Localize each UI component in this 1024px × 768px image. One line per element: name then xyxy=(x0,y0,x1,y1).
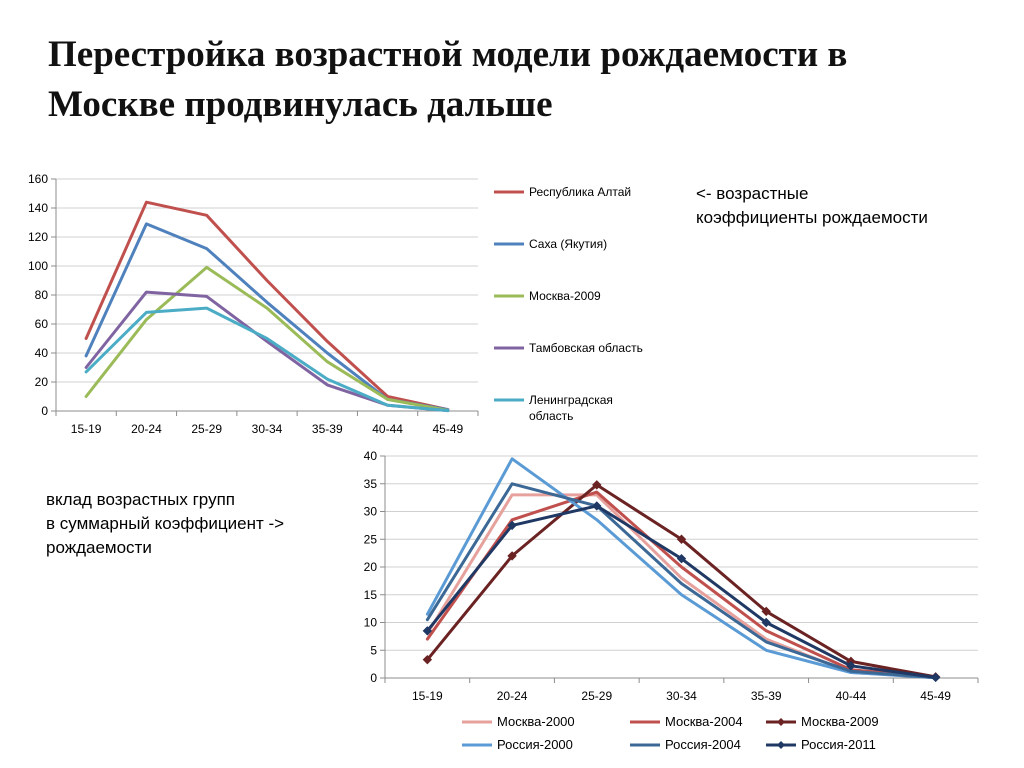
legend-label: Москва-2004 xyxy=(665,714,743,729)
legend-label: Москва-2000 xyxy=(497,714,575,729)
x-tick-label: 20-24 xyxy=(497,689,528,703)
series-line xyxy=(425,483,938,679)
note-line: <- возрастные xyxy=(696,184,809,203)
legend-marker xyxy=(777,718,785,726)
x-tick-label: 30-34 xyxy=(252,422,283,436)
legend-item: Ленинградская область xyxy=(494,393,613,423)
legend: Москва-2000 Москва-2004 Москва-2009 Россия-… xyxy=(462,714,879,752)
y-tick-label: 35 xyxy=(364,477,378,491)
y-tick-label: 0 xyxy=(41,404,48,418)
legend-label: Москва-2009 xyxy=(529,289,601,303)
data-point xyxy=(507,551,517,561)
legend-item: Москва-2004 xyxy=(630,714,743,729)
legend-item: Республика Алтай xyxy=(494,185,631,199)
line-chart-1: 0 20 40 60 80 100 120 140 160 15-19 20-24 25-29 30-3… xyxy=(28,172,643,436)
x-tick-label: 45-49 xyxy=(920,689,951,703)
series-line xyxy=(84,306,450,413)
x-tick-label: 30-34 xyxy=(666,689,697,703)
slide-title-line-2: Москве продвинулась дальше xyxy=(48,84,553,125)
series-line xyxy=(84,200,450,412)
note-line: коэффициенты рождаемости xyxy=(696,208,928,227)
y-tick-label: 20 xyxy=(35,375,49,389)
legend-item: Россия-2000 xyxy=(462,737,573,752)
x-tick-label: 25-29 xyxy=(581,689,612,703)
note-age-coefficients: <- возрастные коэффициенты рождаемости xyxy=(696,182,928,230)
legend-item: Россия-2011 xyxy=(766,737,876,752)
legend-label: Москва-2009 xyxy=(801,714,879,729)
x-tick-label: 35-39 xyxy=(751,689,782,703)
legend-label: Ленинградская область xyxy=(529,393,613,423)
data-point xyxy=(676,534,687,544)
legend-item: Тамбовская область xyxy=(494,341,643,355)
x-tick-label: 15-19 xyxy=(412,689,443,703)
x-tick-label: 20-24 xyxy=(131,422,162,436)
x-tick-label: 25-29 xyxy=(191,422,222,436)
data-point xyxy=(422,654,433,665)
y-tick-label: 0 xyxy=(370,671,377,685)
data-point xyxy=(846,661,856,671)
data-point xyxy=(761,606,771,617)
legend: Республика Алтай Саха (Якутия) Москва-2009… xyxy=(494,185,643,423)
x-tick-label: 40-44 xyxy=(372,422,403,436)
y-tick-label: 10 xyxy=(364,616,378,630)
legend-label: Россия-2004 xyxy=(665,737,741,752)
legend-label: Саха (Якутия) xyxy=(529,237,607,251)
y-tick-label: 100 xyxy=(28,259,48,273)
legend-marker xyxy=(777,741,785,749)
y-tick-label: 120 xyxy=(28,230,48,244)
note-age-contribution: вклад возрастных групп в суммарный коэфф… xyxy=(46,488,284,560)
legend-item: Москва-2000 xyxy=(462,714,575,729)
y-tick-label: 60 xyxy=(35,317,49,331)
series-line xyxy=(425,482,938,680)
data-point xyxy=(592,501,602,511)
y-tick-label: 140 xyxy=(28,201,48,215)
y-tick-label: 30 xyxy=(364,505,378,519)
legend-label: Республика Алтай xyxy=(529,185,631,199)
y-tick-label: 80 xyxy=(35,288,49,302)
slide-title-line-1: Перестройка возрастной модели рождаемост… xyxy=(48,34,848,75)
legend-item: Саха (Якутия) xyxy=(494,237,607,251)
legend-label: Тамбовская область xyxy=(529,341,643,355)
series-line xyxy=(84,265,450,412)
note-line: рождаемости xyxy=(46,538,152,557)
data-point xyxy=(676,553,687,564)
data-point xyxy=(507,520,517,531)
y-tick-label: 40 xyxy=(35,346,49,360)
legend-item: Москва-2009 xyxy=(494,289,601,303)
y-tick-label: 5 xyxy=(370,643,377,657)
legend-label: Россия-2000 xyxy=(497,737,573,752)
line-chart-2: 0 5 10 15 20 25 30 35 40 15-19 20-24 25-29 30-34 35-3… xyxy=(364,449,979,752)
data-point xyxy=(930,672,941,683)
data-point xyxy=(761,617,771,628)
data-point xyxy=(592,480,602,490)
note-line: в суммарный коэффициент -> xyxy=(46,514,285,533)
data-point xyxy=(422,626,433,636)
y-tick-label: 40 xyxy=(364,449,378,463)
x-tick-label: 45-49 xyxy=(433,422,464,436)
x-tick-label: 15-19 xyxy=(71,422,102,436)
legend-label: Россия-2011 xyxy=(801,737,876,752)
y-tick-label: 160 xyxy=(28,172,48,186)
legend-item: Россия-2004 xyxy=(630,737,741,752)
y-tick-label: 20 xyxy=(364,560,378,574)
note-line: вклад возрастных групп xyxy=(46,490,235,509)
slide-title: Перестройка возрастной модели рождаемост… xyxy=(48,30,988,130)
x-tick-label: 40-44 xyxy=(836,689,867,703)
legend-item: Москва-2009 xyxy=(766,714,879,729)
x-tick-label: 35-39 xyxy=(312,422,343,436)
y-tick-label: 25 xyxy=(364,532,378,546)
y-tick-label: 15 xyxy=(364,588,378,602)
